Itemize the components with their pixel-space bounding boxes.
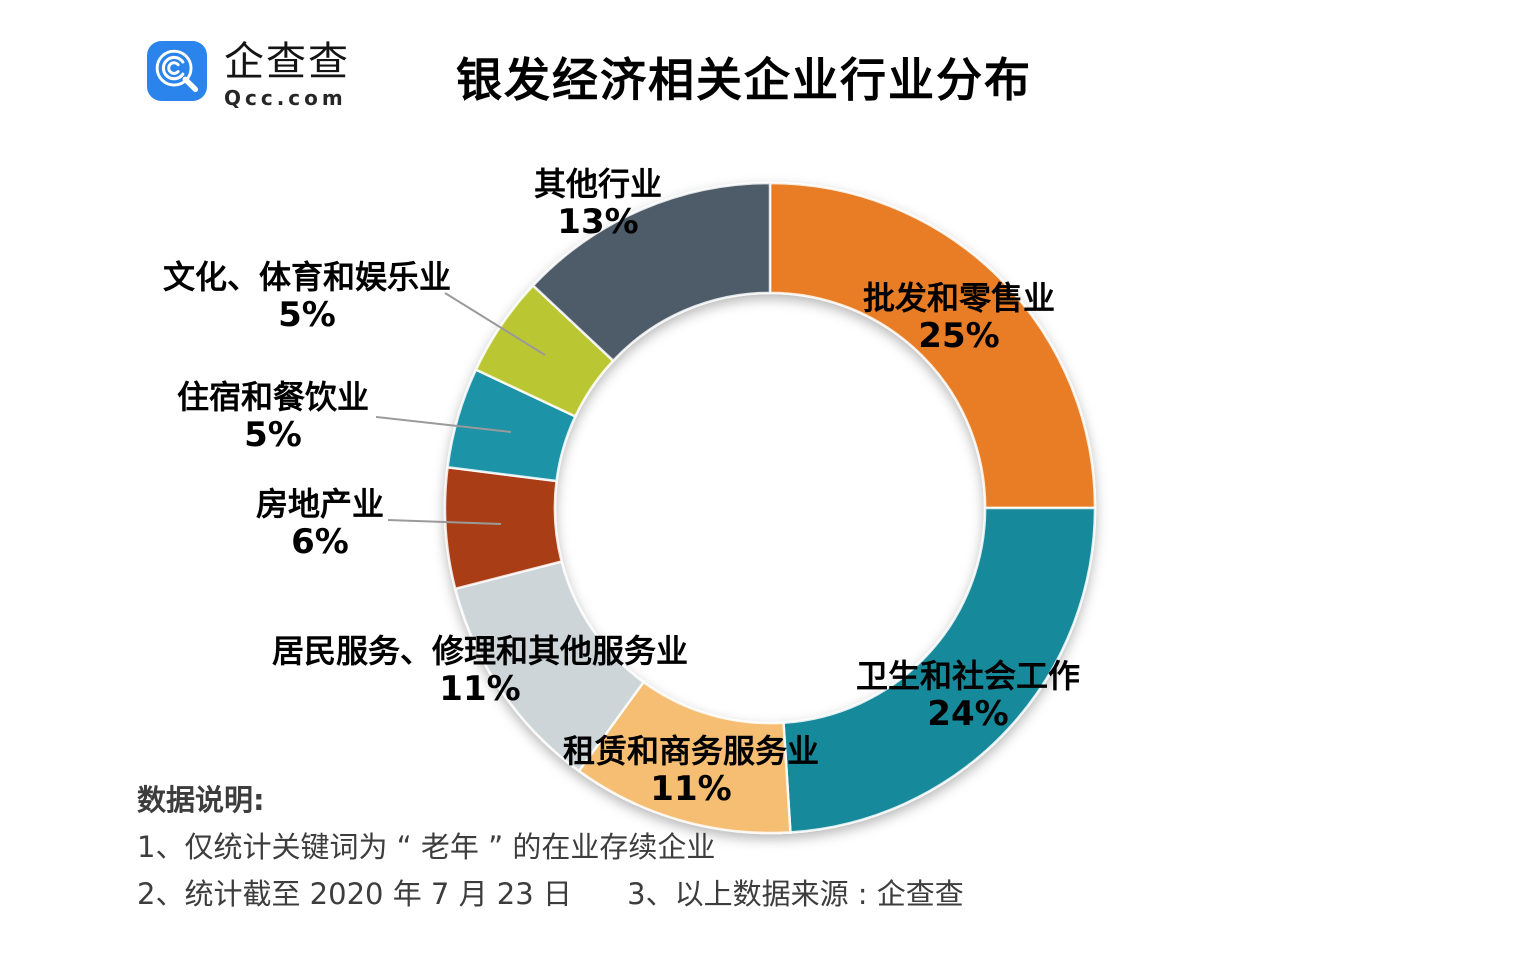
qcc-logo: 企查查 Qcc.com <box>146 40 350 109</box>
note-line-2: 2、统计截至 2020 年 7 月 23 日 3、以上数据来源 : 企查查 <box>137 877 964 911</box>
slice-percent: 25% <box>918 316 1000 356</box>
pie-slice-1 <box>782 506 1097 834</box>
slice-label-5: 住宿和餐饮业 5% <box>177 378 369 454</box>
pie-slice-7 <box>531 181 772 362</box>
slice-percent: 13% <box>557 202 639 242</box>
slice-name: 居民服务、修理和其他服务业 <box>271 632 689 670</box>
slice-name: 其他行业 <box>533 165 663 203</box>
slice-label-2: 租赁和商务服务业 11% <box>563 732 819 808</box>
leader-line-6 <box>444 292 546 356</box>
slice-label-3: 居民服务、修理和其他服务业 11% <box>272 632 688 708</box>
slice-percent: 6% <box>291 522 349 562</box>
data-notes: 数据说明: 1、仅统计关键词为 “ 老年 ” 的在业存续企业 2、统计截至 20… <box>137 783 964 911</box>
note-line-1: 1、仅统计关键词为 “ 老年 ” 的在业存续企业 <box>137 830 964 864</box>
slice-label-7: 其他行业 13% <box>534 165 662 241</box>
notes-heading: 数据说明: <box>137 783 265 817</box>
slice-name: 租赁和商务服务业 <box>562 732 820 770</box>
slice-label-4: 房地产业 6% <box>256 485 384 561</box>
slice-percent: 5% <box>244 415 302 455</box>
slice-percent: 11% <box>650 769 732 809</box>
slice-percent: 11% <box>439 669 521 709</box>
qcc-magnifier-icon <box>146 40 208 102</box>
note-item-1: 1、仅统计关键词为 “ 老年 ” 的在业存续企业 <box>137 830 716 864</box>
note-item-2: 2、统计截至 2020 年 7 月 23 日 <box>137 877 572 911</box>
slice-percent: 24% <box>927 694 1009 734</box>
slice-label-6: 文化、体育和娱乐业 5% <box>163 258 451 334</box>
page-title: 银发经济相关企业行业分布 <box>456 53 1032 107</box>
slice-name: 住宿和餐饮业 <box>176 378 370 416</box>
slice-label-0: 批发和零售业 25% <box>863 279 1055 355</box>
leader-line-4 <box>387 519 502 525</box>
slice-percent: 5% <box>278 295 336 335</box>
pie-slice-0 <box>768 181 1097 510</box>
leader-line-5 <box>375 416 512 433</box>
brand-text: 企查查 Qcc.com <box>224 40 350 109</box>
slice-name: 卫生和社会工作 <box>855 657 1081 695</box>
slice-name: 文化、体育和娱乐业 <box>162 258 452 296</box>
slice-label-1: 卫生和社会工作 24% <box>856 657 1080 733</box>
note-item-3: 3、以上数据来源 : 企查查 <box>627 877 964 911</box>
slice-name: 房地产业 <box>255 485 385 523</box>
brand-name-cn: 企查查 <box>224 39 350 85</box>
slice-name: 批发和零售业 <box>862 279 1056 317</box>
brand-domain: Qcc.com <box>224 86 347 110</box>
